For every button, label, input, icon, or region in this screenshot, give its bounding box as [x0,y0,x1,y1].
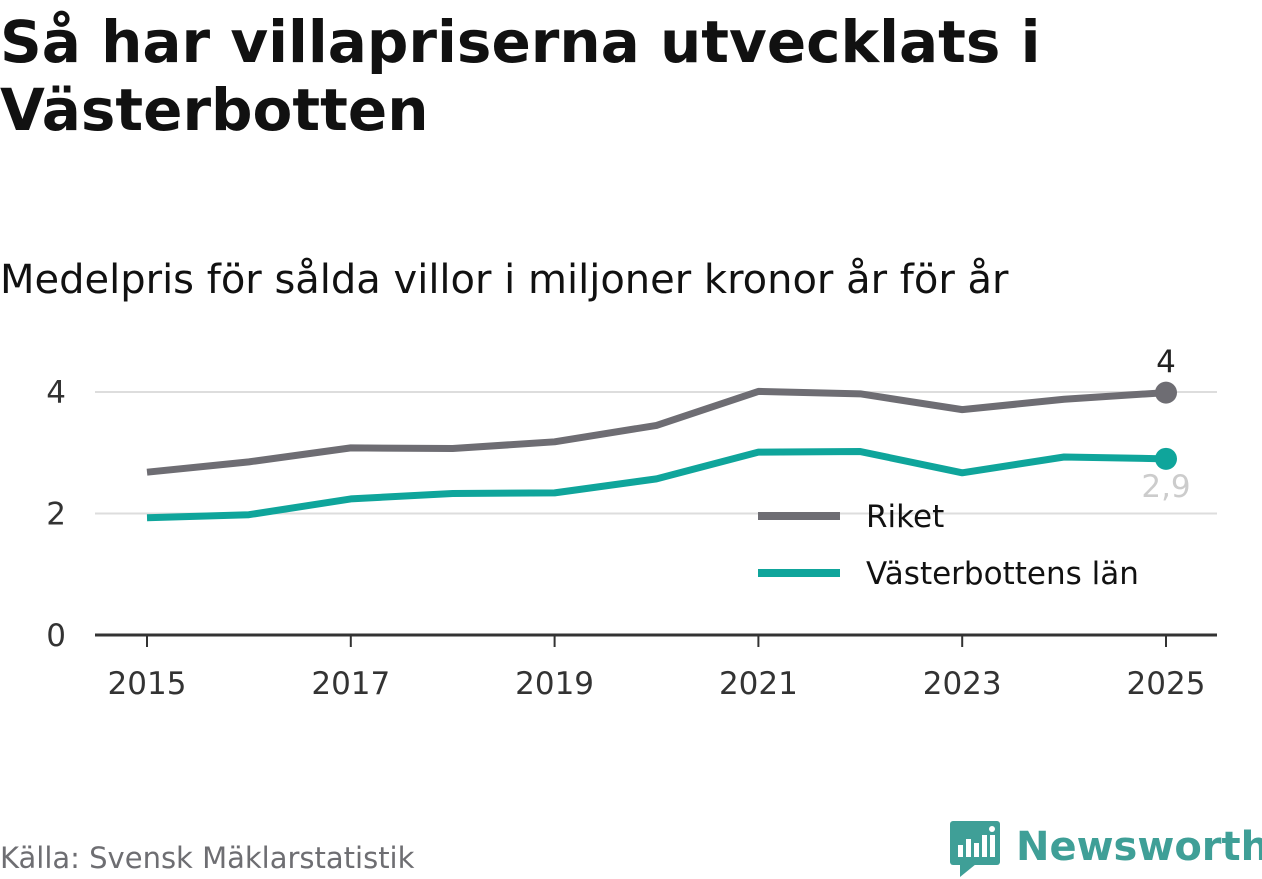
newsworthy-icon [950,821,1000,877]
chart-title: Så har villapriserna utvecklats i Väster… [0,8,1041,144]
series-line-1 [146,448,1167,522]
x-tick-label: 2025 [1127,666,1206,702]
x-tick-label: 2017 [311,666,390,702]
chart-subtitle: Medelpris för sålda villor i miljoner kr… [0,257,1009,303]
legend-label: Riket [866,499,944,535]
y-tick-label: 4 [46,375,66,411]
x-tick-label: 2019 [515,666,594,702]
series-end-label-0: 4 [1156,345,1176,381]
series-line-0 [146,387,1167,476]
line-chart: 0 2 4 2015 2017 2019 2021 2023 2025 4 2,9 Riket Väst… [46,345,1217,702]
series-end-marker-1 [1155,447,1177,470]
x-tick-label: 2021 [719,666,798,702]
brand-name: Newsworthy [1016,824,1262,870]
legend-label: Västerbottens län [866,556,1139,592]
series-end-marker-0 [1155,381,1177,404]
newsworthy-logo: Newsworthy [950,817,1262,877]
y-tick-label: 0 [46,618,66,654]
x-tick-label: 2023 [923,666,1002,702]
series-end-label-1: 2,9 [1141,469,1190,505]
y-tick-label: 2 [46,497,66,533]
x-tick-label: 2015 [108,666,187,702]
source-note: Källa: Svensk Mäklarstatistik [0,841,415,875]
